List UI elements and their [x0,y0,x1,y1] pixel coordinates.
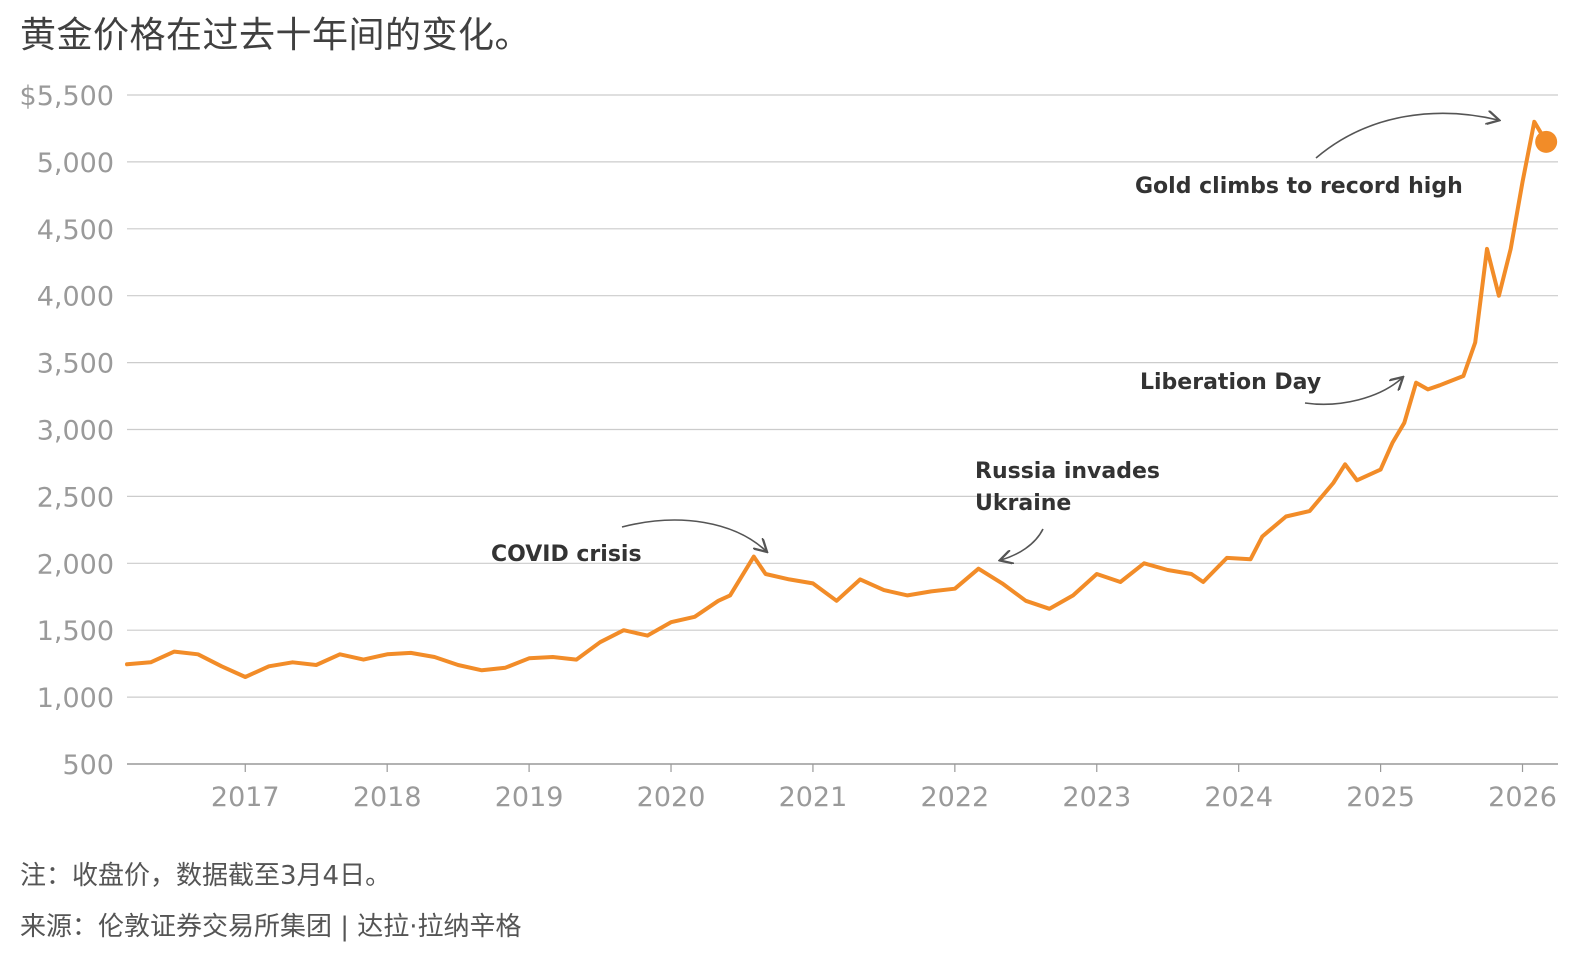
x-tick-label: 2026 [1488,782,1557,813]
x-tick-label: 2019 [495,782,564,813]
latest-price-dot [1535,130,1558,153]
y-tick-label: 5,000 [37,148,114,179]
y-tick-label: 3,500 [37,349,114,380]
y-tick-label: 2,000 [37,549,114,580]
annotation-label: Gold climbs to record high [1135,174,1463,199]
y-tick-label: 1,000 [37,683,114,714]
annotation-arrow [1001,528,1044,560]
annotation-arrow [1315,113,1498,159]
annotation-label: Russia invades Ukraine [975,459,1160,516]
x-tick-label: 2021 [779,782,848,813]
chart-source: 来源：伦敦证券交易所集团 | 达拉·拉纳辛格 [20,912,522,942]
y-tick-label: 1,500 [37,616,114,647]
annotation-arrow [621,519,766,551]
x-tick-label: 2020 [637,782,706,813]
annotation-label: COVID crisis [491,542,642,567]
annotation-label: Liberation Day [1140,370,1321,395]
x-tick-label: 2018 [353,782,422,813]
chart-title: 黄金价格在过去十年间的变化。 [20,15,532,56]
chart-note: 注：收盘价，数据截至3月4日。 [20,861,392,891]
gold-price-line [125,119,1549,679]
x-tick-label: 2022 [920,782,989,813]
x-tick-label: 2024 [1204,782,1273,813]
x-tick-label: 2025 [1346,782,1415,813]
x-tick-label: 2017 [211,782,280,813]
y-tick-label: 3,000 [37,416,114,447]
y-tick-label: 2,500 [37,482,114,513]
y-tick-label: 4,000 [37,282,114,313]
y-tick-label: 4,500 [37,215,114,246]
y-tick-label: $5,500 [20,81,114,112]
y-tick-label: 500 [62,750,114,781]
x-tick-label: 2023 [1062,782,1131,813]
annotation-arrow [1304,378,1402,406]
